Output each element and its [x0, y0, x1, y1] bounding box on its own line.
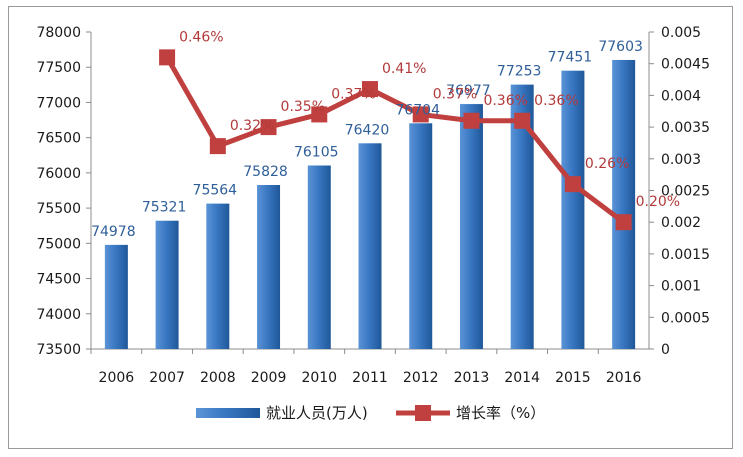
employment-bar — [409, 123, 433, 350]
employment-bar-label: 77451 — [548, 50, 593, 66]
employment-bar — [307, 165, 331, 349]
employment-bar-label: 77603 — [598, 39, 643, 55]
x-tick-label: 2014 — [504, 370, 540, 386]
y-right-tick-label: 0.002 — [661, 215, 701, 231]
growth-rate-label: 0.35% — [281, 99, 325, 115]
growth-rate-marker — [564, 176, 581, 193]
y-left-tick-label: 75000 — [36, 236, 81, 252]
x-tick-label: 2011 — [352, 370, 388, 386]
growth-rate-marker — [514, 112, 531, 129]
employment-bar-label: 75828 — [243, 164, 288, 180]
growth-rate-marker — [159, 49, 176, 66]
growth-rate-label: 0.36% — [534, 93, 578, 109]
employment-bar — [155, 220, 179, 349]
x-tick-label: 2013 — [454, 370, 490, 386]
growth-rate-label: 0.46% — [179, 29, 223, 45]
employment-bar-label: 76105 — [294, 144, 339, 160]
employment-bar-label: 76977 — [446, 83, 491, 99]
growth-rate-marker — [260, 119, 277, 136]
axes: 73500 74000 74500 75000 75500 76000 76500 77000… — [36, 25, 710, 386]
growth-rate-marker — [412, 106, 429, 123]
x-tick-label: 2010 — [301, 370, 337, 386]
legend-bar-swatch — [196, 408, 260, 418]
growth-rate-label: 0.32% — [230, 118, 274, 134]
x-tick-label: 2015 — [555, 370, 591, 386]
y-right-tick-label: 0.001 — [661, 279, 701, 295]
growth-rate-marker — [311, 106, 328, 123]
y-right-tick-label: 0 — [661, 342, 670, 358]
employment-bar-label: 75321 — [142, 200, 187, 216]
employment-bar-label: 76420 — [345, 122, 390, 138]
growth-rate-label: 0.37% — [331, 86, 375, 102]
y-right-tick-label: 0.0015 — [661, 247, 710, 263]
y-left-tick-label: 78000 — [36, 25, 81, 41]
employment-bar — [206, 203, 230, 349]
employment-bar-label: 75564 — [193, 183, 238, 199]
employment-bar-label: 77253 — [497, 64, 542, 80]
employment-bar — [612, 59, 636, 350]
employment-bar — [510, 84, 534, 349]
y-left-tick-label: 73500 — [36, 342, 81, 358]
growth-rate-label: 0.36% — [483, 93, 527, 109]
employment-bar-label: 74978 — [91, 224, 136, 240]
x-tick-label: 2007 — [149, 370, 185, 386]
employment-bar — [104, 244, 128, 349]
growth-rate-label: 0.41% — [382, 61, 426, 77]
legend-line-marker — [415, 405, 431, 421]
growth-rate-line — [164, 56, 626, 225]
y-right-tick-label: 0.0025 — [661, 184, 710, 200]
y-right-tick-label: 0.005 — [661, 25, 701, 41]
employment-bar-label: 76704 — [395, 102, 440, 118]
employment-bar — [358, 143, 382, 349]
data-labels-layer: 74978 75321 75564 75828 76105 76420 76704 76977… — [91, 29, 680, 240]
y-left-tick-label: 74500 — [36, 272, 81, 288]
employment-bar — [257, 185, 281, 349]
employment-bar — [561, 70, 585, 349]
y-right-tick-label: 0.003 — [661, 152, 701, 168]
y-right-tick-label: 0.0005 — [661, 310, 710, 326]
y-left-tick-label: 76500 — [36, 131, 81, 147]
growth-rate-label: 0.37% — [433, 86, 477, 102]
y-left-tick-label: 75500 — [36, 201, 81, 217]
y-left-tick-label: 77500 — [36, 60, 81, 76]
y-right-tick-label: 0.004 — [661, 88, 701, 104]
bars-layer — [104, 59, 636, 350]
legend-bar-label: 就业人员(万人) — [266, 404, 368, 422]
legend: 就业人员(万人) 增长率（%） — [196, 404, 545, 422]
y-left-tick-label: 76000 — [36, 166, 81, 182]
y-right-tick-label: 0.0035 — [661, 120, 710, 136]
legend-line-label: 增长率（%） — [456, 404, 545, 422]
growth-rate-label: 0.26% — [585, 156, 629, 172]
employment-bar — [459, 104, 483, 349]
x-tick-label: 2016 — [606, 370, 642, 386]
growth-rate-marker — [615, 214, 632, 231]
growth-rate-marker — [463, 112, 480, 129]
x-tick-label: 2009 — [251, 370, 287, 386]
rate-line-layer — [159, 49, 632, 231]
y-left-tick-label: 74000 — [36, 307, 81, 323]
x-tick-label: 2008 — [200, 370, 236, 386]
x-tick-label: 2006 — [99, 370, 135, 386]
growth-rate-marker — [362, 81, 378, 98]
growth-rate-label: 0.20% — [636, 194, 680, 210]
x-tick-label: 2012 — [403, 370, 439, 386]
y-left-tick-label: 77000 — [36, 95, 81, 111]
growth-rate-marker — [209, 138, 226, 155]
y-right-tick-label: 0.0045 — [661, 57, 710, 73]
